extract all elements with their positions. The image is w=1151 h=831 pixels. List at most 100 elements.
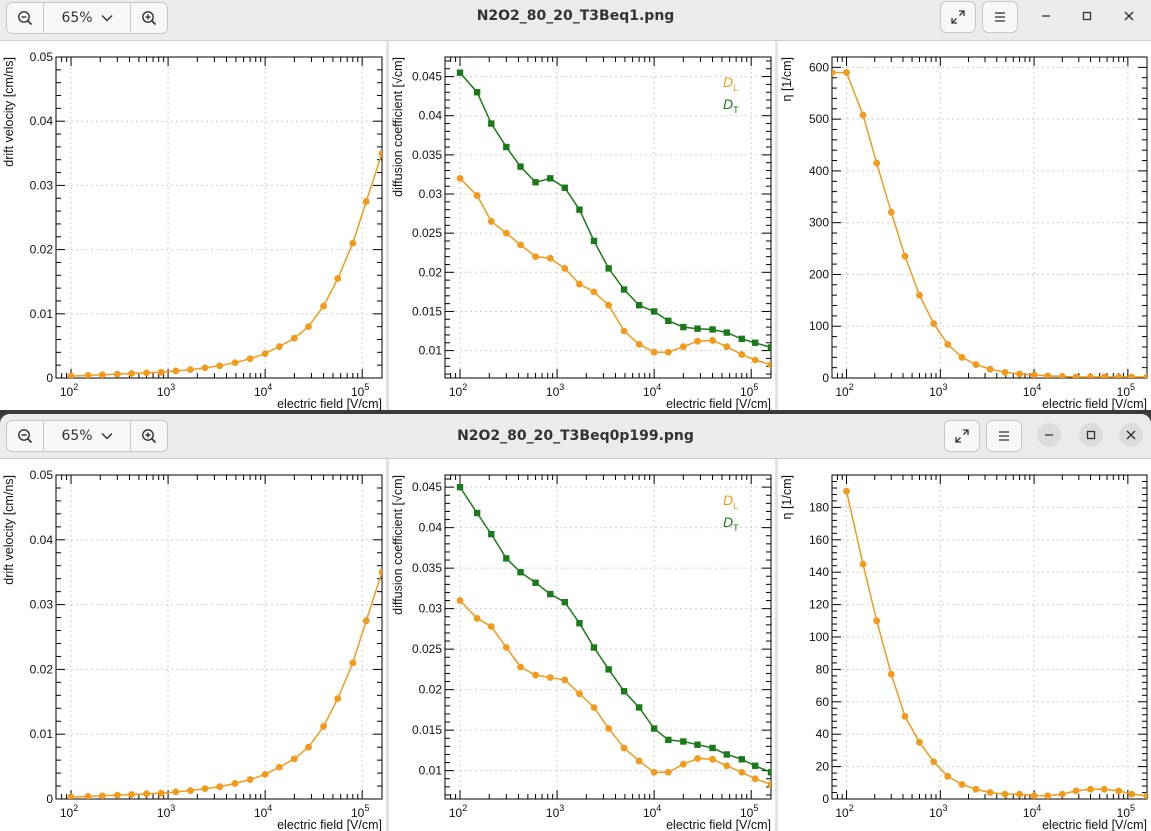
zoom-out-button[interactable]	[7, 421, 43, 451]
menu-button[interactable]	[986, 420, 1022, 452]
x-tick-base: 10	[351, 806, 365, 820]
x-tick-exponent: 2	[73, 803, 78, 813]
data-point	[473, 509, 481, 517]
y-axis-label: diffusion coefficient [√cm]	[391, 57, 405, 197]
y-tick-label: 400	[809, 164, 829, 178]
data-point	[576, 690, 583, 698]
y-tick-label: 0	[822, 371, 829, 385]
zoom-in-button[interactable]	[131, 421, 167, 451]
series-line	[459, 72, 771, 349]
data-point	[488, 530, 495, 538]
y-tick-label: 0	[46, 371, 53, 385]
x-tick-label: 102	[835, 382, 853, 399]
zoom-level-dropdown[interactable]: 65%	[43, 421, 131, 451]
data-point	[859, 111, 867, 119]
y-tick-label: 20	[816, 760, 830, 774]
legend-subscript: L	[733, 501, 738, 511]
x-tick-base: 10	[643, 385, 657, 399]
zoom-level: 65%	[61, 10, 93, 26]
minimize-button[interactable]	[1034, 4, 1058, 28]
fullscreen-button[interactable]	[944, 420, 980, 452]
maximize-button[interactable]	[1075, 4, 1099, 28]
panel-divider	[386, 459, 389, 831]
data-point	[1115, 787, 1123, 795]
zoom-out-icon	[18, 11, 33, 26]
data-point	[916, 291, 923, 299]
zoom-in-button[interactable]	[131, 3, 167, 33]
data-point	[958, 353, 966, 361]
data-point	[1044, 792, 1052, 799]
data-point	[290, 334, 298, 342]
x-tick-base: 10	[740, 806, 754, 820]
x-tick-label: 105	[740, 803, 758, 820]
data-point	[1087, 785, 1094, 793]
data-point	[664, 348, 672, 356]
y-tick-label: 40	[816, 727, 830, 741]
zoom-in-icon	[142, 11, 157, 26]
y-axis-label: η [1/cm]	[780, 475, 794, 519]
data-point	[172, 788, 180, 796]
data-point	[605, 666, 612, 673]
data-point	[576, 280, 583, 288]
close-button[interactable]	[1119, 423, 1143, 447]
data-point	[944, 772, 952, 780]
data-point	[561, 598, 568, 606]
minimize-button[interactable]	[1037, 423, 1061, 447]
data-point	[378, 149, 382, 157]
maximize-button[interactable]	[1079, 423, 1103, 447]
expand-icon	[955, 429, 969, 443]
x-tick-label: 105	[1117, 803, 1135, 820]
panel-divider	[775, 459, 778, 831]
data-point	[98, 371, 106, 378]
data-point	[620, 688, 628, 695]
data-point	[561, 184, 568, 191]
data-point	[887, 208, 895, 216]
x-tick-label: 105	[740, 382, 758, 399]
image-viewer-window: 65% N2O2_80_20_T3Beq0p199.png 0 0.01 0.02 0…	[0, 414, 1151, 831]
data-point	[128, 370, 135, 377]
data-point	[84, 793, 92, 799]
data-point	[473, 89, 481, 96]
data-point	[605, 301, 613, 309]
data-point	[157, 368, 165, 376]
x-tick-exponent: 3	[942, 803, 947, 813]
legend-subscript: T	[733, 523, 739, 533]
data-point	[216, 362, 224, 370]
x-tick-base: 10	[740, 385, 754, 399]
data-point	[873, 159, 881, 167]
legend-entry: DL	[723, 492, 738, 511]
data-point	[305, 743, 312, 751]
x-tick-label: 105	[351, 382, 369, 399]
plot-frame	[831, 56, 1148, 379]
menu-button[interactable]	[982, 1, 1018, 33]
window-title: N2O2_80_20_T3Beq0p199.png	[457, 428, 694, 444]
close-button[interactable]	[1117, 4, 1141, 28]
legend-entry: DL	[723, 74, 738, 93]
zoom-out-button[interactable]	[7, 3, 43, 33]
data-point	[487, 218, 495, 225]
y-tick-label: 0.05	[30, 50, 54, 64]
data-point	[664, 768, 672, 776]
data-point	[972, 785, 980, 793]
x-tick-base: 10	[835, 385, 849, 399]
zoom-level-dropdown[interactable]: 65%	[43, 3, 131, 33]
data-point	[517, 569, 524, 576]
y-tick-label: 500	[809, 112, 829, 126]
x-tick-exponent: 3	[942, 382, 947, 392]
y-axis-label: η [1/cm]	[780, 57, 794, 101]
data-point	[887, 670, 895, 678]
y-tick-label: 0	[822, 792, 829, 806]
y-tick-label: 0.03	[419, 187, 443, 201]
data-point	[231, 780, 239, 787]
data-point	[576, 620, 583, 627]
data-point	[320, 723, 327, 730]
zoom-in-icon	[142, 429, 157, 444]
fullscreen-button[interactable]	[940, 1, 976, 33]
y-axis-label: drift velocity [cm/ns]	[2, 57, 16, 167]
x-tick-base: 10	[1023, 806, 1037, 820]
x-tick-base: 10	[929, 385, 943, 399]
data-point	[1044, 372, 1052, 378]
data-point	[1128, 373, 1136, 378]
maximize-icon	[1086, 430, 1096, 440]
